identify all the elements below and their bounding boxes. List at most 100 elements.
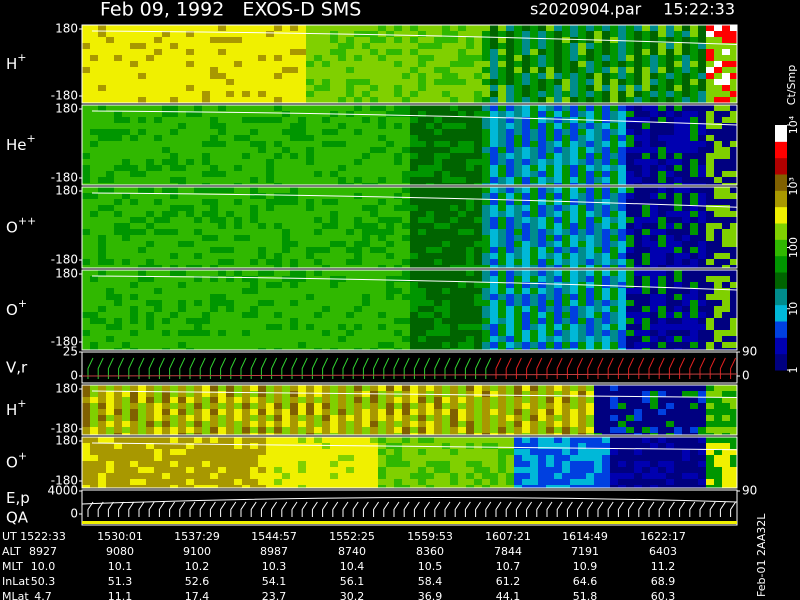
spectrogram-cell (394, 253, 402, 259)
spectrogram-cell (402, 336, 410, 342)
spectrogram-cell (146, 415, 154, 421)
spectrogram-cell (666, 25, 674, 31)
spectrogram-cell (194, 211, 202, 217)
spectrogram-cell (506, 247, 514, 253)
spectrogram-cell (274, 324, 282, 330)
spectrogram-cell (618, 276, 626, 282)
spectrogram-cell (514, 223, 522, 229)
spectrogram-cell (202, 247, 210, 253)
spectrogram-cell (562, 205, 570, 211)
spectrogram-cell (498, 55, 506, 61)
spectrogram-cell (722, 153, 730, 159)
spectrogram-cell (306, 165, 314, 171)
spectrogram-cell (698, 223, 706, 229)
spectrogram-cell (538, 187, 546, 193)
spectrogram-cell (226, 421, 234, 427)
spectrogram-cell (394, 205, 402, 211)
spectrogram-cell (130, 73, 138, 79)
spectrogram-cell (98, 43, 106, 49)
spectrogram-cell (82, 421, 90, 427)
spectrogram-cell (90, 117, 98, 123)
spectrogram-cell (674, 253, 682, 259)
spectrogram-cell (458, 348, 466, 350)
spectrogram-cell (282, 223, 290, 229)
spectrogram-cell (298, 73, 306, 79)
spectrogram-cell (634, 199, 642, 205)
spectrogram-cell (314, 330, 322, 336)
spectrogram-cell (602, 187, 610, 193)
spectrogram-cell (618, 105, 626, 111)
spectrogram-cell (658, 336, 666, 342)
spectrogram-cell (474, 111, 482, 117)
spectrogram-cell (202, 288, 210, 294)
spectrogram-cell (674, 67, 682, 73)
spectrogram-cell (706, 306, 714, 312)
spectrogram-cell (186, 43, 194, 49)
spectrogram-cell (658, 153, 666, 159)
spectrogram-cell (458, 147, 466, 153)
spectrogram-cell (218, 31, 226, 37)
spectrogram-cell (210, 193, 218, 199)
spectrogram-cell (426, 318, 434, 324)
spectrogram-cell (474, 165, 482, 171)
spectrogram-cell (394, 312, 402, 318)
spectrogram-cell (498, 300, 506, 306)
spectrogram-cell (346, 270, 354, 276)
spectrogram-cell (426, 37, 434, 43)
spectrogram-cell (722, 288, 730, 294)
spectrogram-cell (506, 223, 514, 229)
spectrogram-cell (242, 259, 250, 265)
spectrogram-cell (586, 330, 594, 336)
spectrogram-cell (434, 37, 442, 43)
spectrogram-cell (250, 427, 258, 433)
spectrogram-cell (146, 276, 154, 282)
spectrogram-cell (194, 199, 202, 205)
spectrogram-cell (570, 312, 578, 318)
spectrogram-cell (458, 153, 466, 159)
spectrogram-cell (194, 111, 202, 117)
spectrogram-cell (202, 330, 210, 336)
spectrogram-cell (146, 397, 154, 403)
spectrogram-cell (570, 342, 578, 348)
spectrogram-cell (634, 241, 642, 247)
spectrogram-cell (722, 199, 730, 205)
spectrogram-cell (146, 91, 154, 97)
spectrogram-cell (274, 217, 282, 223)
spectrogram-cell (314, 61, 322, 67)
spectrogram-cell (506, 37, 514, 43)
spectrogram-cell (666, 294, 674, 300)
spectrogram-cell (210, 270, 218, 276)
spectrogram-cell (242, 300, 250, 306)
trace-glyph (536, 357, 543, 379)
spectrogram-cell (82, 199, 90, 205)
spectrogram-cell (194, 97, 202, 103)
spectrogram-cell (210, 253, 218, 259)
spectrogram-cell (218, 348, 226, 350)
spectrogram-cell (290, 433, 298, 435)
spectrogram-cell (354, 79, 362, 85)
spectrogram-cell (442, 111, 450, 117)
spectrogram-cell (154, 61, 162, 67)
spectrogram-cell (234, 391, 242, 397)
spectrogram-cell (178, 397, 186, 403)
spectrogram-cell (458, 193, 466, 199)
spectrogram-cell (258, 73, 266, 79)
trace-glyph (658, 357, 665, 379)
spectrogram-cell (258, 91, 266, 97)
spectrogram-cell (290, 235, 298, 241)
spectrogram-cell (546, 211, 554, 217)
spectrogram-cell (242, 270, 250, 276)
spectrogram-cell (178, 324, 186, 330)
spectrogram-cell (346, 141, 354, 147)
spectrogram-cell (314, 247, 322, 253)
spectrogram-cell (642, 79, 650, 85)
spectrogram-cell (258, 270, 266, 276)
spectrogram-cell (106, 37, 114, 43)
spectrogram-cell (562, 49, 570, 55)
spectrogram-cell (226, 223, 234, 229)
spectrogram-cell (506, 193, 514, 199)
spectrogram-cell (450, 183, 458, 185)
spectrogram-cell (634, 253, 642, 259)
spectrogram-cell (706, 25, 714, 31)
spectrogram-cell (290, 229, 298, 235)
